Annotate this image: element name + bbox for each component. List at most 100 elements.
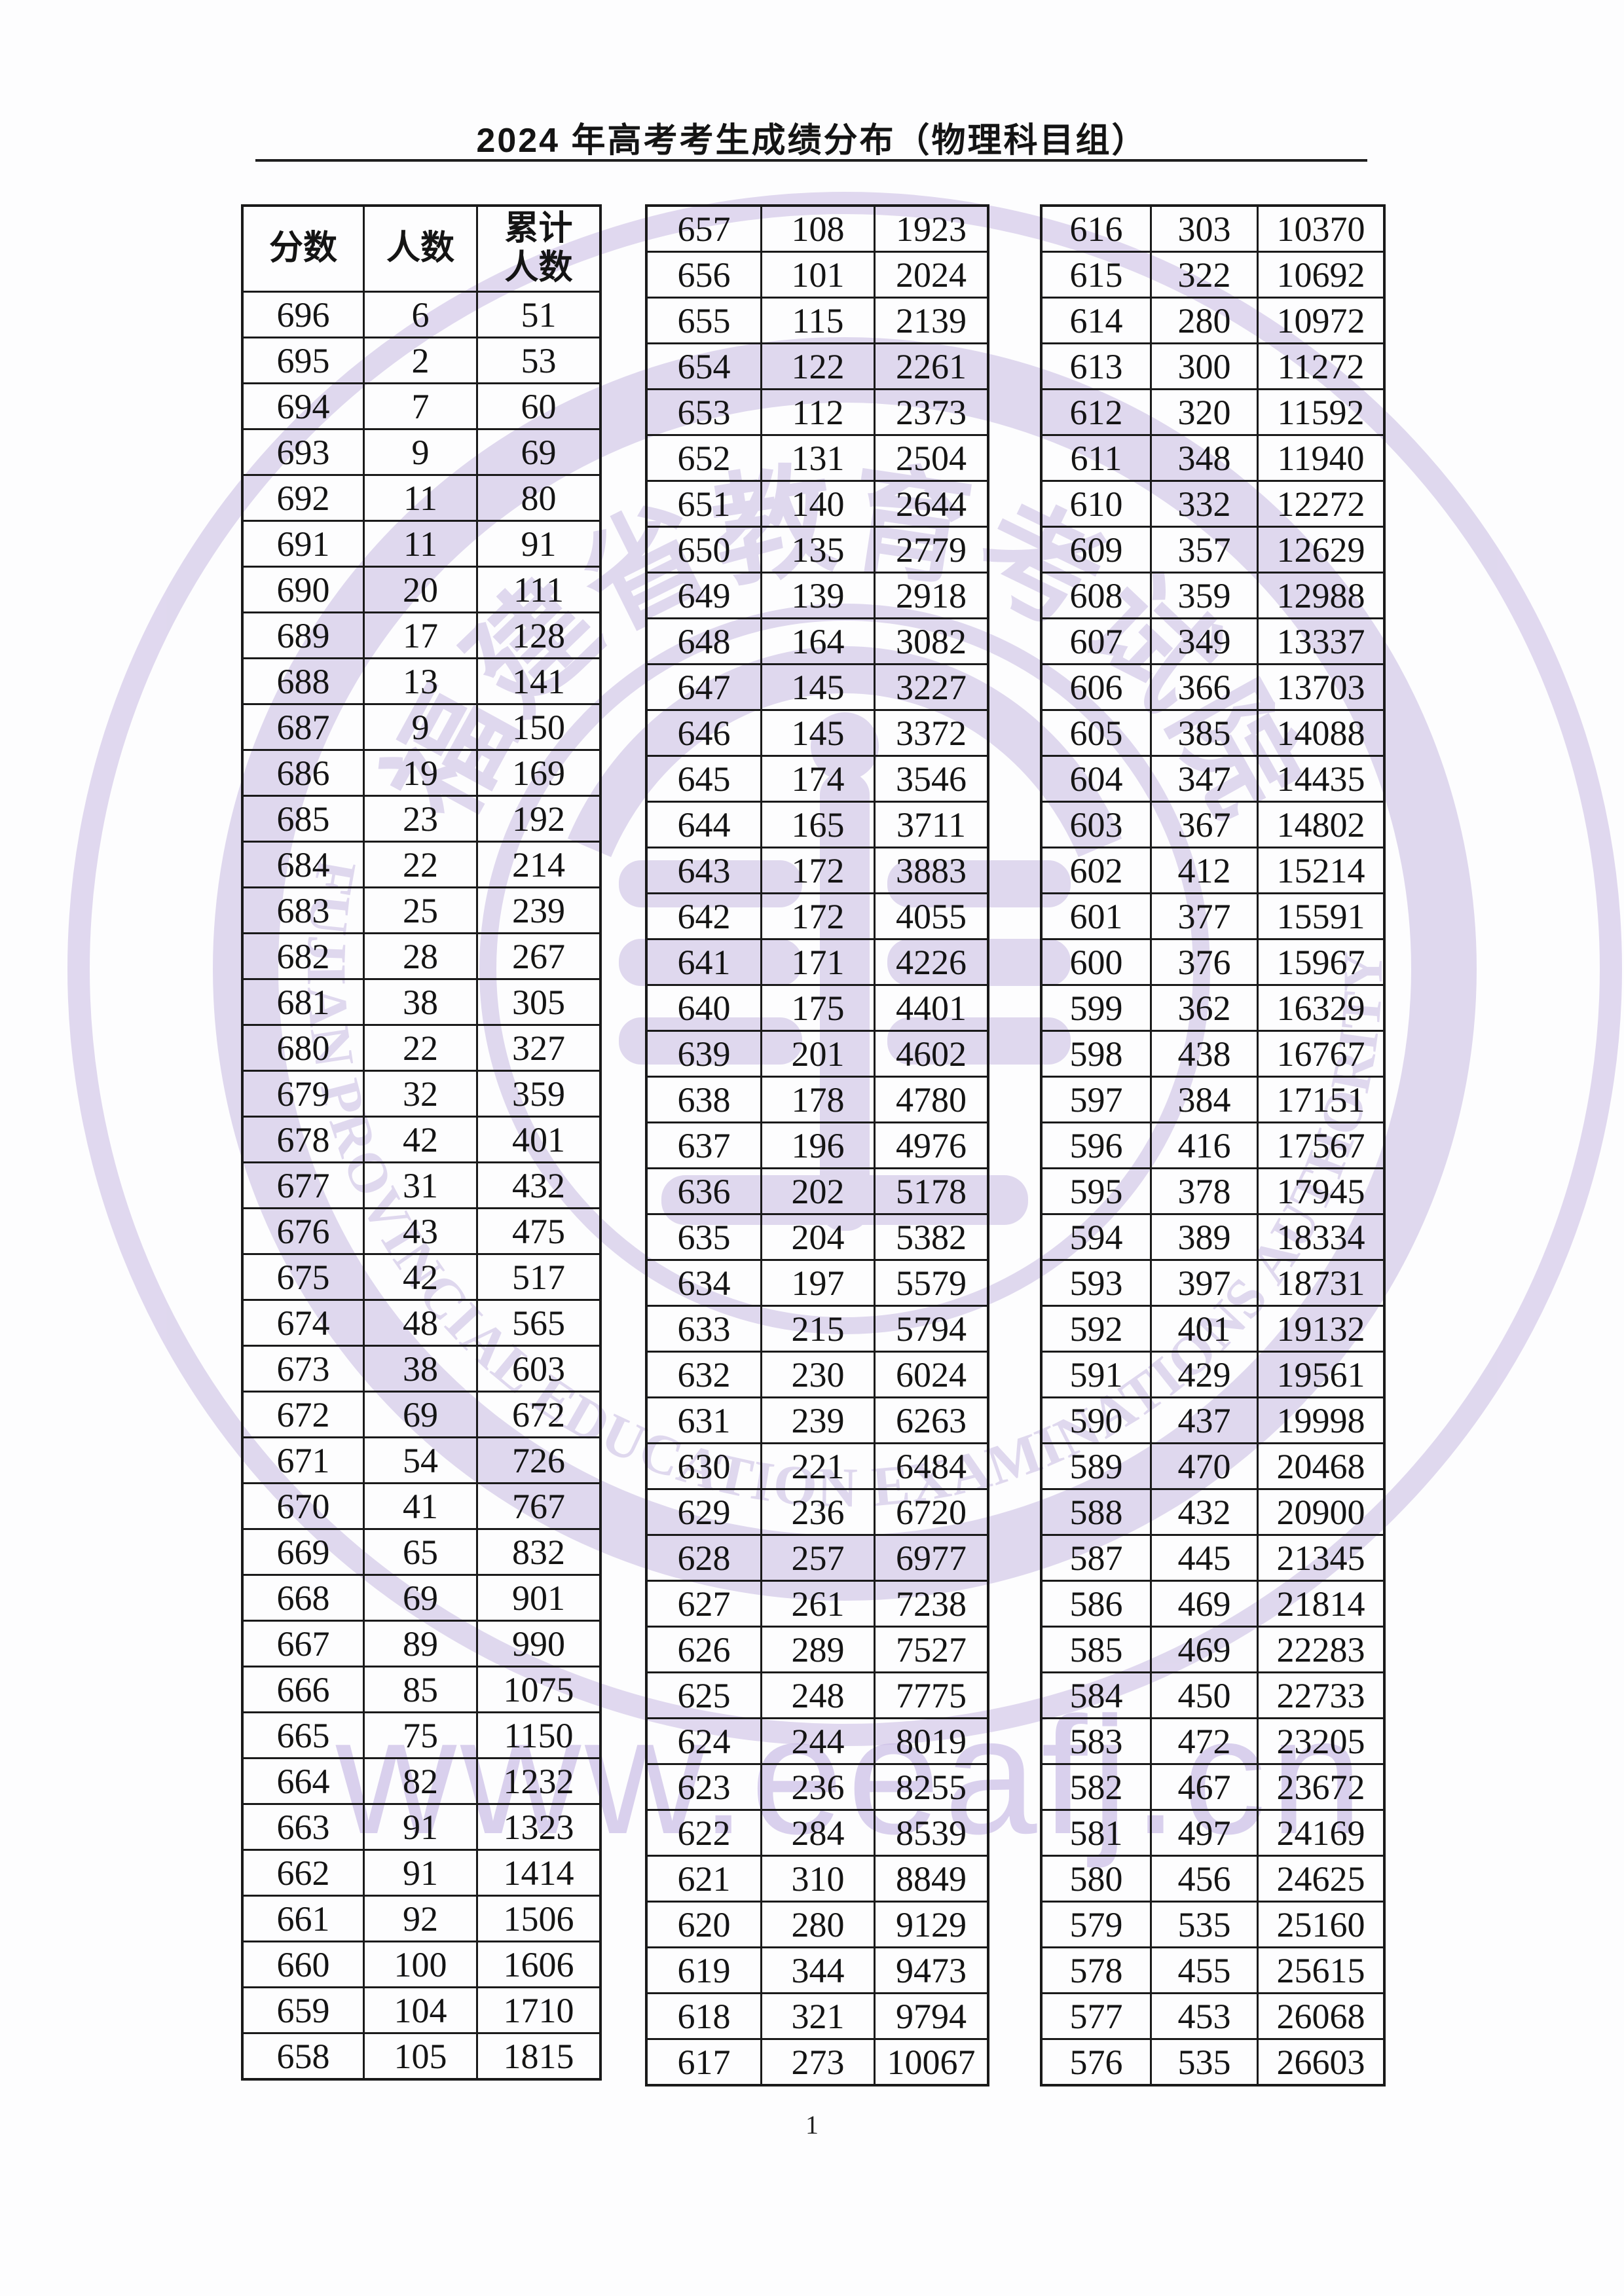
- table-row: 689 17 128: [241, 611, 602, 659]
- score-table-left: 分数 人数 累计 人数 696 6 51 695 2 53 694 7 60 693 9 69 692 11…: [241, 204, 602, 2081]
- score-cell: 618: [645, 1992, 762, 2040]
- cumulative-cell: 150: [476, 703, 602, 751]
- score-cell: 656: [645, 251, 762, 299]
- score-cell: 637: [645, 1121, 762, 1169]
- cumulative-cell: 25615: [1257, 1946, 1386, 1994]
- table-row: 611 348 11940: [1040, 434, 1386, 482]
- score-cell: 669: [241, 1528, 365, 1576]
- cumulative-cell: 11272: [1257, 342, 1386, 390]
- count-cell: 75: [363, 1711, 478, 1759]
- score-cell: 653: [645, 388, 762, 436]
- table-row: 591 429 19561: [1040, 1351, 1386, 1398]
- score-cell: 632: [645, 1351, 762, 1398]
- table-row: 644 165 3711: [645, 801, 989, 848]
- cumulative-cell: 5579: [874, 1259, 989, 1307]
- cumulative-cell: 9794: [874, 1992, 989, 2040]
- table-row: 602 412 15214: [1040, 847, 1386, 894]
- table-row: 588 432 20900: [1040, 1488, 1386, 1536]
- score-cell: 583: [1040, 1717, 1152, 1765]
- score-cell: 694: [241, 382, 365, 430]
- score-cell: 634: [645, 1259, 762, 1307]
- score-cell: 645: [645, 755, 762, 803]
- cumulative-cell: 91: [476, 520, 602, 568]
- count-cell: 239: [760, 1396, 876, 1444]
- table-row: 618 321 9794: [645, 1992, 989, 2040]
- score-cell: 693: [241, 428, 365, 476]
- table-row: 609 357 12629: [1040, 526, 1386, 574]
- score-cell: 633: [645, 1305, 762, 1353]
- table-row: 620 280 9129: [645, 1901, 989, 1948]
- count-cell: 85: [363, 1666, 478, 1713]
- cumulative-cell: 3227: [874, 663, 989, 711]
- cumulative-cell: 21814: [1257, 1580, 1386, 1628]
- count-cell: 9: [363, 703, 478, 751]
- count-cell: 32: [363, 1070, 478, 1118]
- count-cell: 2: [363, 337, 478, 384]
- page-title: 2024 年高考考生成绩分布（物理科目组）: [476, 122, 1148, 160]
- count-cell: 261: [760, 1580, 876, 1628]
- count-cell: 41: [363, 1482, 478, 1530]
- count-cell: 112: [760, 388, 876, 436]
- cumulative-cell: 4780: [874, 1076, 989, 1123]
- count-cell: 469: [1150, 1580, 1259, 1628]
- cumulative-cell: 1075: [476, 1666, 602, 1713]
- table-row: 678 42 401: [241, 1116, 602, 1163]
- count-cell: 497: [1150, 1809, 1259, 1857]
- count-cell: 91: [363, 1849, 478, 1897]
- score-cell: 682: [241, 932, 365, 980]
- count-cell: 453: [1150, 1992, 1259, 2040]
- cumulative-cell: 14088: [1257, 709, 1386, 757]
- count-cell: 197: [760, 1259, 876, 1307]
- score-cell: 688: [241, 657, 365, 705]
- table-row: 600 376 15967: [1040, 938, 1386, 986]
- table-row: 580 456 24625: [1040, 1855, 1386, 1903]
- cumulative-cell: 22283: [1257, 1626, 1386, 1673]
- score-cell: 617: [645, 2038, 762, 2086]
- cumulative-cell: 1710: [476, 1986, 602, 2034]
- count-cell: 91: [363, 1803, 478, 1851]
- score-cell: 591: [1040, 1351, 1152, 1398]
- count-cell: 280: [1150, 297, 1259, 344]
- table-row: 598 438 16767: [1040, 1030, 1386, 1078]
- count-cell: 384: [1150, 1076, 1259, 1123]
- table-row: 586 469 21814: [1040, 1580, 1386, 1628]
- cumulative-cell: 475: [476, 1207, 602, 1255]
- count-cell: 31: [363, 1161, 478, 1209]
- count-cell: 7: [363, 382, 478, 430]
- table-row: 673 38 603: [241, 1345, 602, 1393]
- cumulative-cell: 21345: [1257, 1534, 1386, 1582]
- table-row: 692 11 80: [241, 474, 602, 522]
- score-cell: 620: [645, 1901, 762, 1948]
- score-cell: 629: [645, 1488, 762, 1536]
- count-cell: 244: [760, 1717, 876, 1765]
- score-cell: 594: [1040, 1213, 1152, 1261]
- table-row: 579 535 25160: [1040, 1901, 1386, 1948]
- table-row: 686 19 169: [241, 749, 602, 797]
- count-cell: 54: [363, 1436, 478, 1484]
- score-cell: 691: [241, 520, 365, 568]
- cumulative-cell: 359: [476, 1070, 602, 1118]
- table-row: 659 104 1710: [241, 1986, 602, 2034]
- col-header-score: 分数: [241, 204, 365, 293]
- count-cell: 310: [760, 1855, 876, 1903]
- score-cell: 587: [1040, 1534, 1152, 1582]
- cumulative-cell: 832: [476, 1528, 602, 1576]
- table-row: 677 31 432: [241, 1161, 602, 1209]
- cumulative-cell: 239: [476, 886, 602, 934]
- cumulative-cell: 2373: [874, 388, 989, 436]
- score-cell: 670: [241, 1482, 365, 1530]
- cumulative-cell: 8539: [874, 1809, 989, 1857]
- cumulative-cell: 80: [476, 474, 602, 522]
- cumulative-cell: 3546: [874, 755, 989, 803]
- table-row: 646 145 3372: [645, 709, 989, 757]
- score-cell: 683: [241, 886, 365, 934]
- score-cell: 615: [1040, 251, 1152, 299]
- cumulative-cell: 305: [476, 978, 602, 1026]
- cumulative-cell: 16329: [1257, 984, 1386, 1032]
- table-row: 674 48 565: [241, 1299, 602, 1347]
- cumulative-cell: 10972: [1257, 297, 1386, 344]
- cumulative-cell: 13703: [1257, 663, 1386, 711]
- score-cell: 673: [241, 1345, 365, 1393]
- table-row: 630 221 6484: [645, 1442, 989, 1490]
- score-cell: 609: [1040, 526, 1152, 574]
